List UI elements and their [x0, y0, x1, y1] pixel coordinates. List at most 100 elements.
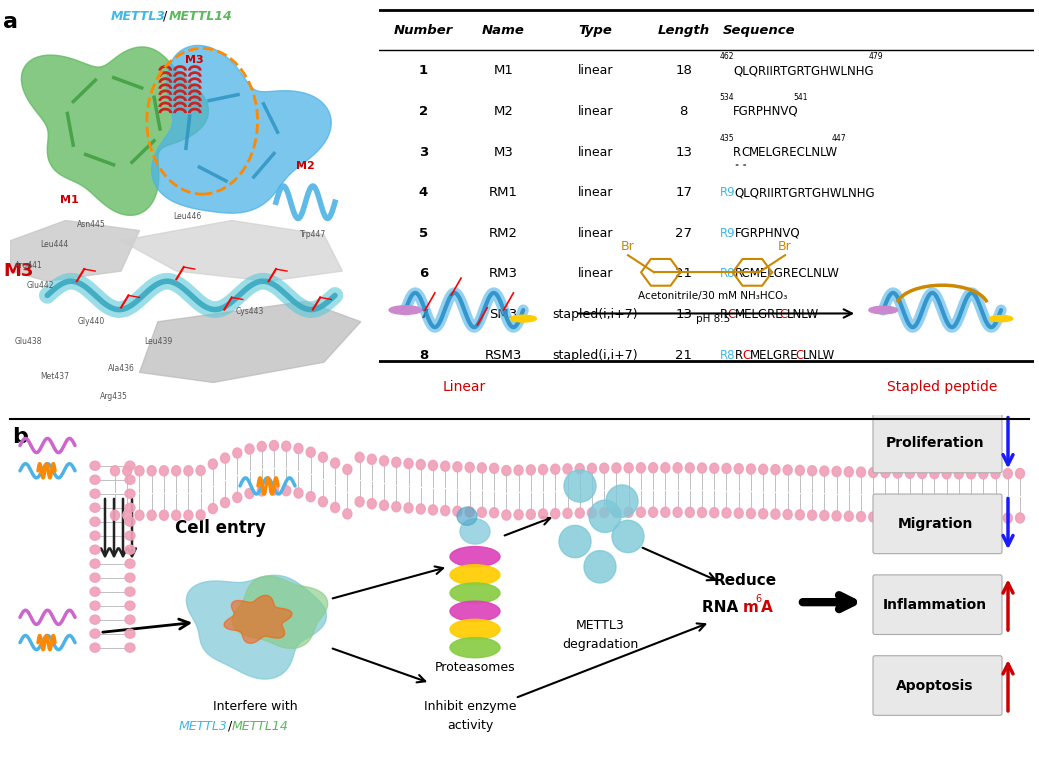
Text: stapled(i,i+7): stapled(i,i+7)	[553, 308, 638, 321]
Text: activity: activity	[447, 719, 494, 732]
Ellipse shape	[125, 615, 135, 624]
Ellipse shape	[845, 511, 853, 521]
Polygon shape	[152, 45, 331, 213]
Ellipse shape	[90, 517, 100, 527]
Text: Migration: Migration	[898, 516, 973, 530]
Text: FGRPHNVQ: FGRPHNVQ	[734, 105, 799, 118]
Ellipse shape	[527, 465, 535, 475]
Text: 3: 3	[419, 146, 428, 158]
Ellipse shape	[758, 464, 768, 474]
Circle shape	[869, 306, 898, 314]
Text: RM3: RM3	[489, 267, 518, 280]
Ellipse shape	[624, 507, 633, 517]
Ellipse shape	[966, 469, 976, 479]
Ellipse shape	[125, 643, 135, 652]
Text: 2: 2	[419, 105, 428, 118]
Text: M1: M1	[60, 196, 79, 205]
Text: MELGRE: MELGRE	[735, 308, 783, 321]
Ellipse shape	[90, 573, 100, 582]
Ellipse shape	[343, 464, 352, 474]
Ellipse shape	[783, 509, 792, 520]
Ellipse shape	[441, 506, 450, 516]
Ellipse shape	[330, 458, 340, 468]
Text: stapled(i,i+7): stapled(i,i+7)	[553, 349, 638, 361]
Ellipse shape	[269, 485, 278, 495]
Ellipse shape	[258, 442, 266, 452]
Ellipse shape	[450, 583, 500, 603]
Text: METTL14: METTL14	[232, 720, 289, 733]
Text: /: /	[163, 10, 167, 23]
Text: Acetonitrile/30 mM NH₃HCO₃: Acetonitrile/30 mM NH₃HCO₃	[638, 291, 788, 301]
Ellipse shape	[209, 459, 217, 469]
Ellipse shape	[746, 509, 755, 519]
Ellipse shape	[942, 513, 951, 523]
Ellipse shape	[820, 510, 829, 520]
Text: linear: linear	[578, 64, 613, 77]
Ellipse shape	[125, 601, 135, 610]
Ellipse shape	[428, 505, 437, 515]
Ellipse shape	[123, 466, 132, 476]
Ellipse shape	[832, 511, 841, 521]
Text: Trp447: Trp447	[299, 230, 326, 239]
Text: linear: linear	[578, 227, 613, 240]
Ellipse shape	[196, 465, 205, 475]
Text: 8: 8	[680, 105, 688, 118]
Ellipse shape	[404, 503, 414, 513]
Ellipse shape	[125, 573, 135, 582]
Ellipse shape	[930, 468, 939, 478]
Text: Gly440: Gly440	[78, 317, 105, 326]
Ellipse shape	[233, 448, 242, 458]
Text: Interfere with: Interfere with	[213, 700, 297, 713]
Text: FGRPHNVQ: FGRPHNVQ	[735, 227, 800, 240]
Ellipse shape	[612, 463, 621, 473]
Ellipse shape	[125, 489, 135, 499]
Ellipse shape	[196, 510, 205, 520]
Text: b: b	[12, 428, 28, 447]
Text: Cys443: Cys443	[236, 307, 264, 316]
Text: Arg435: Arg435	[100, 392, 128, 401]
Ellipse shape	[392, 502, 401, 512]
Text: R: R	[720, 308, 727, 321]
Ellipse shape	[477, 507, 486, 517]
Polygon shape	[122, 220, 343, 281]
Ellipse shape	[368, 499, 376, 509]
Text: Length: Length	[658, 23, 710, 37]
Ellipse shape	[417, 504, 425, 514]
Ellipse shape	[90, 601, 100, 610]
Ellipse shape	[502, 510, 511, 520]
Ellipse shape	[771, 464, 780, 474]
Ellipse shape	[514, 509, 523, 520]
Ellipse shape	[184, 466, 193, 476]
Ellipse shape	[171, 466, 181, 476]
Ellipse shape	[856, 512, 865, 522]
Text: degradation: degradation	[562, 638, 638, 651]
Text: RM2: RM2	[489, 227, 518, 240]
Polygon shape	[10, 220, 139, 281]
Text: 13: 13	[675, 308, 692, 321]
Ellipse shape	[307, 447, 315, 457]
Ellipse shape	[735, 508, 743, 518]
Ellipse shape	[125, 475, 135, 485]
Ellipse shape	[125, 503, 135, 513]
Ellipse shape	[220, 453, 230, 464]
Ellipse shape	[955, 469, 963, 479]
Text: M2: M2	[494, 105, 513, 118]
Text: RCMELGRECLNLW: RCMELGRECLNLW	[735, 267, 840, 280]
Ellipse shape	[90, 475, 100, 485]
Ellipse shape	[905, 513, 914, 523]
Text: Name: Name	[482, 23, 525, 37]
Text: Ala436: Ala436	[108, 364, 134, 373]
Ellipse shape	[460, 519, 490, 544]
Ellipse shape	[697, 463, 707, 473]
Ellipse shape	[661, 463, 670, 473]
Ellipse shape	[1004, 468, 1012, 478]
Ellipse shape	[832, 467, 841, 477]
Text: 6: 6	[419, 267, 428, 280]
Text: MELGRE: MELGRE	[750, 349, 798, 361]
Ellipse shape	[123, 510, 132, 520]
Polygon shape	[22, 47, 209, 215]
Text: QLQRIIRTGRTGHWLNHG: QLQRIIRTGRTGHWLNHG	[735, 186, 875, 199]
Ellipse shape	[783, 465, 792, 475]
Ellipse shape	[318, 452, 327, 462]
Ellipse shape	[917, 468, 927, 478]
